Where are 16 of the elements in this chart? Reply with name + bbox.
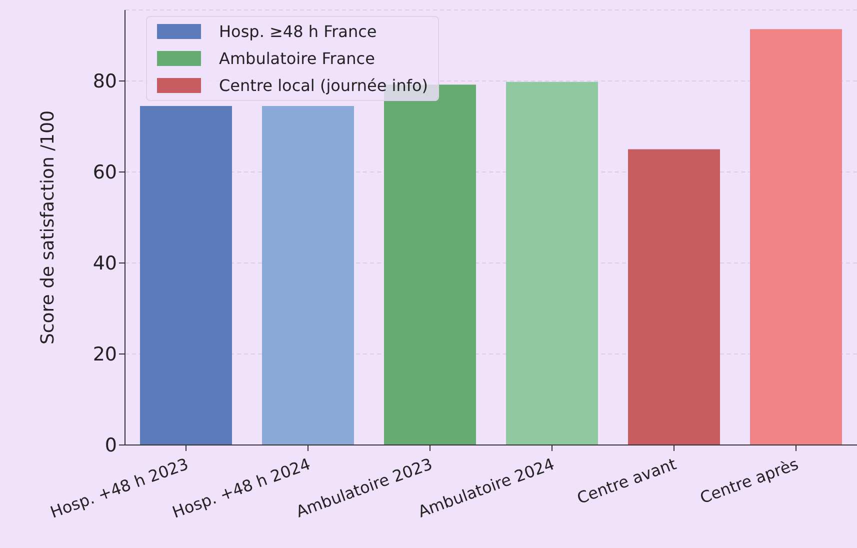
bar <box>628 149 720 445</box>
legend-label: Ambulatoire France <box>219 49 375 68</box>
bar <box>750 29 842 445</box>
bar <box>506 82 598 445</box>
x-tick-label: Centre après <box>698 454 801 508</box>
y-axis-title: Score de satisfaction /100 <box>37 110 58 345</box>
y-tick-label: 0 <box>104 434 117 457</box>
y-tick-label: 80 <box>92 70 117 93</box>
y-tick-label: 60 <box>92 162 117 184</box>
bar <box>262 106 354 445</box>
y-tick-label: 40 <box>92 252 117 275</box>
bar <box>140 106 232 445</box>
legend-label: Hosp. ≥48 h France <box>219 22 377 41</box>
x-tick-label: Centre avant <box>574 454 679 508</box>
y-tick-label: 20 <box>92 344 117 366</box>
legend-label: Centre local (journée info) <box>219 76 428 95</box>
